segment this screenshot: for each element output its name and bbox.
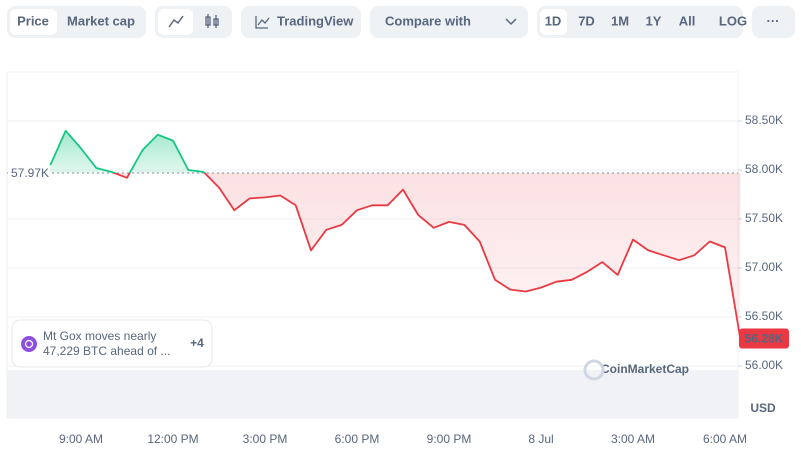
volume-band xyxy=(7,370,738,418)
tv-icon-line xyxy=(257,17,270,26)
candle-icon[interactable] xyxy=(205,14,219,28)
annotation-icon-clock xyxy=(24,339,34,349)
annotation-line1: Mt Gox moves nearly xyxy=(43,329,156,343)
range-button[interactable]: 7D xyxy=(578,13,595,28)
more-label: ··· xyxy=(767,13,780,28)
y-tick-label: 56.00K xyxy=(745,358,783,372)
x-tick-label: 12:00 PM xyxy=(147,432,198,446)
price-tab[interactable]: Price xyxy=(17,13,49,28)
price-line xyxy=(49,129,742,339)
watermark: CoinMarketCap xyxy=(601,362,689,376)
y-unit: USD xyxy=(750,401,776,415)
range-button[interactable]: 1M xyxy=(611,13,629,28)
last-price-bg xyxy=(739,328,789,349)
annotation-icon xyxy=(21,336,37,352)
range-active-bg xyxy=(540,9,567,35)
y-tick-label: 57.50K xyxy=(745,211,783,225)
y-tick-label: 57.00K xyxy=(745,260,783,274)
compare-label: Compare with xyxy=(385,13,471,28)
annotation-card[interactable] xyxy=(11,319,213,368)
range-button[interactable]: All xyxy=(679,13,696,28)
x-tick-label: 6:00 AM xyxy=(703,432,747,446)
market-cap-tab[interactable]: Market cap xyxy=(67,13,135,28)
x-tick-label: 8 Jul xyxy=(528,432,553,446)
price-tab-bg xyxy=(10,9,57,35)
range-button[interactable]: 1Y xyxy=(646,13,662,28)
last-price-label: 56.28K xyxy=(745,332,784,346)
more-button[interactable] xyxy=(752,6,795,38)
news-annotation[interactable]: Mt Gox moves nearly 47,229 BTC ahead of … xyxy=(11,319,213,368)
range-button[interactable]: 1D xyxy=(545,13,562,28)
log-toggle[interactable]: LOG xyxy=(719,13,747,28)
tradingview-label: TradingView xyxy=(277,13,354,28)
baseline-label: 57.97K xyxy=(11,166,49,180)
annotation-line2: 47,229 BTC ahead of ... xyxy=(43,344,170,358)
x-tick-label: 6:00 PM xyxy=(335,432,380,446)
chevron xyxy=(505,18,517,26)
x-tick-label: 9:00 AM xyxy=(59,432,103,446)
price-area xyxy=(50,130,741,339)
y-tick-label: 58.00K xyxy=(745,162,783,176)
y-tick-label: 56.50K xyxy=(745,309,783,323)
annotation-count: +4 xyxy=(190,336,204,350)
line-icon xyxy=(168,15,184,28)
tradingview-button[interactable] xyxy=(241,6,361,38)
compare-dropdown[interactable] xyxy=(370,6,528,38)
range-group xyxy=(537,6,743,38)
watermark-logo xyxy=(583,359,605,381)
x-tick-label: 9:00 PM xyxy=(427,432,472,446)
baseline-label-bg xyxy=(8,164,50,181)
x-tick-label: 3:00 PM xyxy=(243,432,288,446)
tv-icon xyxy=(255,16,268,29)
y-tick-label: 58.50K xyxy=(745,113,783,127)
x-tick-label: 3:00 AM xyxy=(611,432,655,446)
